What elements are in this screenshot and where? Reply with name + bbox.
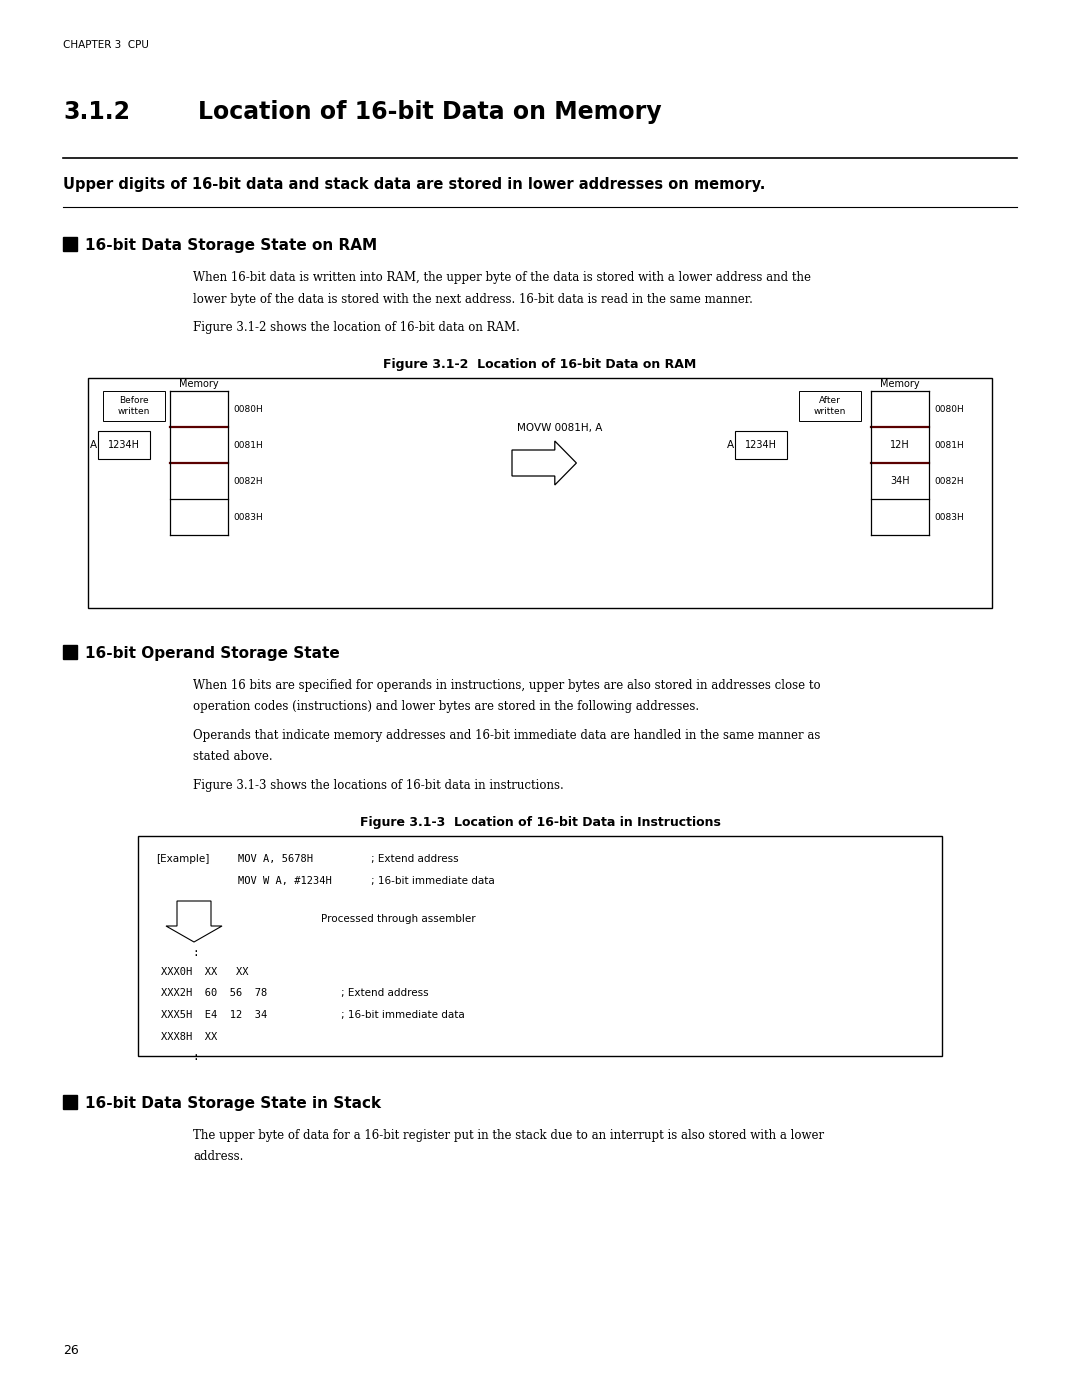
Text: 0080H: 0080H bbox=[233, 405, 262, 414]
Text: CHAPTER 3  CPU: CHAPTER 3 CPU bbox=[63, 41, 149, 50]
Text: 12H: 12H bbox=[890, 440, 909, 450]
Text: ; 16-bit immediate data: ; 16-bit immediate data bbox=[372, 876, 495, 887]
Text: Figure 3.1-2  Location of 16-bit Data on RAM: Figure 3.1-2 Location of 16-bit Data on … bbox=[383, 358, 697, 372]
Text: 0081H: 0081H bbox=[233, 440, 262, 450]
Text: Memory: Memory bbox=[880, 379, 920, 388]
Text: MOV A, 5678H: MOV A, 5678H bbox=[238, 854, 313, 863]
Text: 0082H: 0082H bbox=[934, 476, 963, 486]
Text: 0083H: 0083H bbox=[233, 513, 262, 521]
Text: 16-bit Data Storage State on RAM: 16-bit Data Storage State on RAM bbox=[85, 237, 377, 253]
Text: When 16 bits are specified for operands in instructions, upper bytes are also st: When 16 bits are specified for operands … bbox=[193, 679, 821, 692]
Bar bbox=[103, 391, 165, 420]
Text: XXX2H  60  56  78: XXX2H 60 56 78 bbox=[161, 989, 267, 999]
Bar bbox=[63, 645, 77, 658]
Text: Memory: Memory bbox=[179, 379, 219, 388]
Bar bbox=[735, 432, 787, 460]
Text: After
written: After written bbox=[814, 397, 847, 416]
Bar bbox=[87, 379, 993, 608]
Bar bbox=[63, 237, 77, 250]
Text: Figure 3.1-3  Location of 16-bit Data in Instructions: Figure 3.1-3 Location of 16-bit Data in … bbox=[360, 816, 720, 828]
Text: operation codes (instructions) and lower bytes are stored in the following addre: operation codes (instructions) and lower… bbox=[193, 700, 699, 714]
Text: Figure 3.1-3 shows the locations of 16-bit data in instructions.: Figure 3.1-3 shows the locations of 16-b… bbox=[193, 780, 564, 792]
Text: [Example]: [Example] bbox=[156, 854, 210, 863]
Polygon shape bbox=[512, 441, 577, 485]
Text: :: : bbox=[192, 949, 199, 958]
Text: MOV W A, #1234H: MOV W A, #1234H bbox=[238, 876, 332, 887]
Text: 3.1.2: 3.1.2 bbox=[63, 101, 130, 124]
Text: A: A bbox=[90, 440, 97, 450]
Text: 0083H: 0083H bbox=[934, 513, 963, 521]
Text: MOVW 0081H, A: MOVW 0081H, A bbox=[517, 423, 603, 433]
Text: Figure 3.1-2 shows the location of 16-bit data on RAM.: Figure 3.1-2 shows the location of 16-bi… bbox=[193, 321, 519, 334]
Text: XXX5H  E4  12  34: XXX5H E4 12 34 bbox=[161, 1010, 267, 1020]
Text: 34H: 34H bbox=[890, 476, 909, 486]
Text: XXX0H  XX   XX: XXX0H XX XX bbox=[161, 967, 248, 977]
Text: 1234H: 1234H bbox=[108, 440, 140, 450]
Text: Operands that indicate memory addresses and 16-bit immediate data are handled in: Operands that indicate memory addresses … bbox=[193, 729, 821, 742]
Text: 26: 26 bbox=[63, 1344, 79, 1356]
Text: stated above.: stated above. bbox=[193, 750, 272, 764]
Text: ; 16-bit immediate data: ; 16-bit immediate data bbox=[341, 1010, 464, 1020]
Polygon shape bbox=[166, 901, 222, 942]
Text: The upper byte of data for a 16-bit register put in the stack due to an interrup: The upper byte of data for a 16-bit regi… bbox=[193, 1129, 824, 1141]
Text: lower byte of the data is stored with the next address. 16-bit data is read in t: lower byte of the data is stored with th… bbox=[193, 292, 753, 306]
Bar bbox=[138, 835, 942, 1056]
Text: 16-bit Operand Storage State: 16-bit Operand Storage State bbox=[85, 645, 340, 661]
Bar bbox=[799, 391, 861, 420]
Text: address.: address. bbox=[193, 1151, 243, 1164]
Bar bbox=[98, 432, 150, 460]
Bar bbox=[63, 1095, 77, 1108]
Text: When 16-bit data is written into RAM, the upper byte of the data is stored with : When 16-bit data is written into RAM, th… bbox=[193, 271, 811, 284]
Text: Upper digits of 16-bit data and stack data are stored in lower addresses on memo: Upper digits of 16-bit data and stack da… bbox=[63, 177, 766, 191]
Text: ; Extend address: ; Extend address bbox=[372, 854, 459, 863]
Text: Location of 16-bit Data on Memory: Location of 16-bit Data on Memory bbox=[198, 101, 662, 124]
Text: :: : bbox=[192, 1052, 199, 1063]
Text: Before
written: Before written bbox=[118, 397, 150, 416]
Text: A: A bbox=[727, 440, 734, 450]
Text: Processed through assembler: Processed through assembler bbox=[321, 914, 475, 923]
Text: 16-bit Data Storage State in Stack: 16-bit Data Storage State in Stack bbox=[85, 1097, 381, 1111]
Text: 0082H: 0082H bbox=[233, 476, 262, 486]
Text: 0081H: 0081H bbox=[934, 440, 963, 450]
Text: 1234H: 1234H bbox=[745, 440, 777, 450]
Text: XXX8H  XX: XXX8H XX bbox=[161, 1031, 217, 1042]
Text: ; Extend address: ; Extend address bbox=[341, 989, 429, 999]
Text: 0080H: 0080H bbox=[934, 405, 963, 414]
